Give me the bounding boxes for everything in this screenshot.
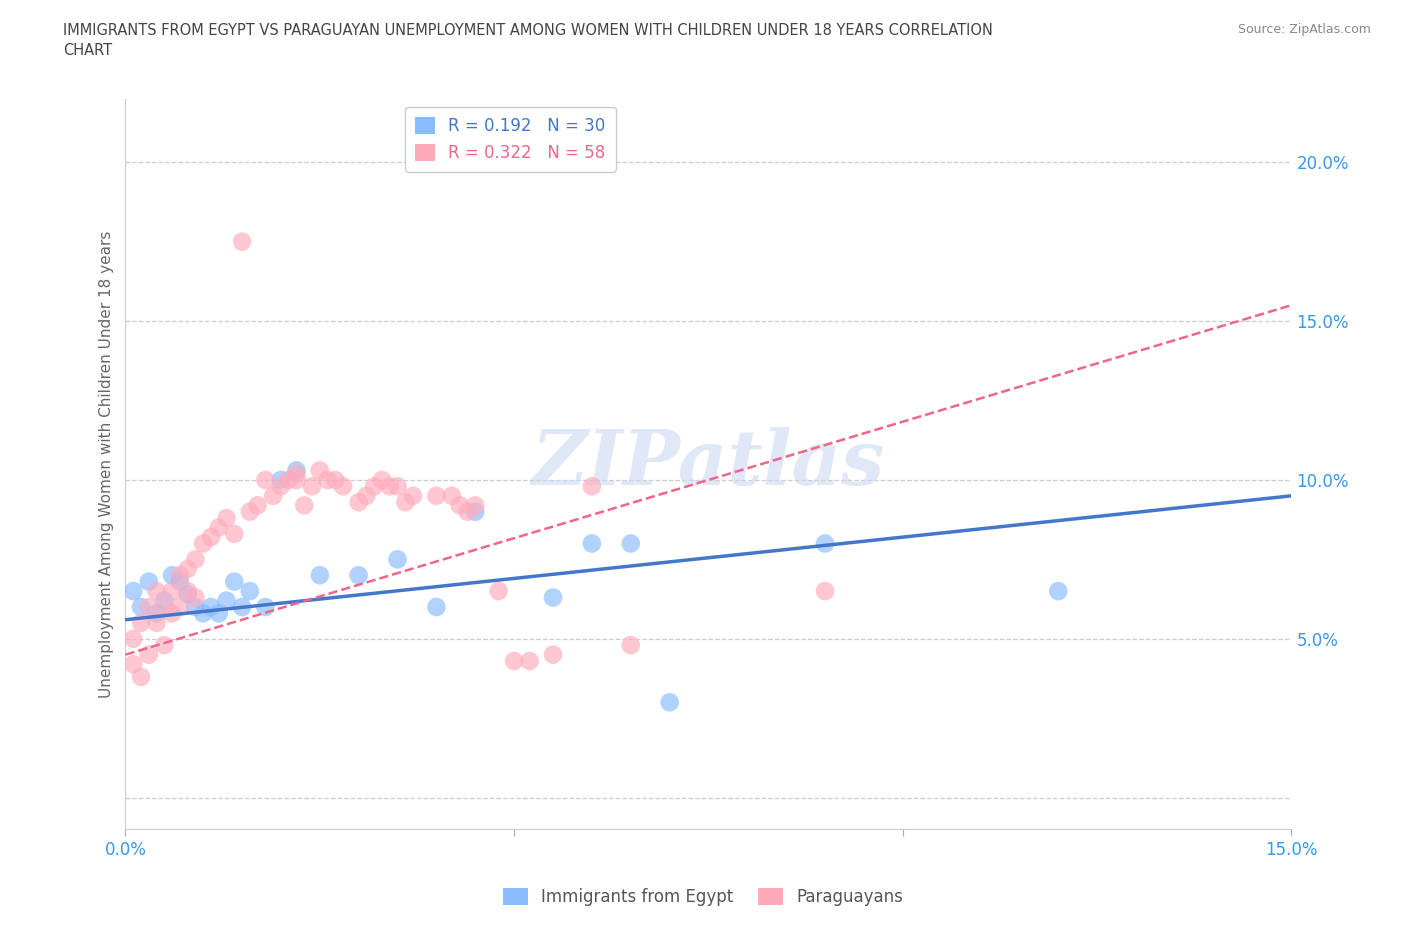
Point — [464, 498, 486, 512]
Point — [176, 587, 198, 602]
Point — [425, 600, 447, 615]
Point — [129, 670, 152, 684]
Legend: Immigrants from Egypt, Paraguayans: Immigrants from Egypt, Paraguayans — [496, 881, 910, 912]
Point — [129, 616, 152, 631]
Point — [402, 488, 425, 503]
Point — [145, 616, 167, 631]
Point — [239, 584, 262, 599]
Point — [122, 657, 145, 671]
Point — [153, 600, 176, 615]
Point — [193, 606, 215, 621]
Point — [254, 600, 277, 615]
Point — [292, 498, 315, 512]
Point — [193, 536, 215, 551]
Point — [176, 562, 198, 577]
Point — [208, 520, 231, 535]
Point — [153, 593, 176, 608]
Point — [231, 234, 253, 249]
Point — [153, 638, 176, 653]
Point — [308, 568, 330, 583]
Point — [347, 568, 370, 583]
Point — [394, 495, 416, 510]
Point — [138, 647, 160, 662]
Point — [160, 568, 183, 583]
Point — [129, 600, 152, 615]
Point — [387, 551, 409, 566]
Point — [541, 647, 564, 662]
Point — [239, 504, 262, 519]
Point — [224, 574, 246, 589]
Point — [246, 498, 269, 512]
Y-axis label: Unemployment Among Women with Children Under 18 years: Unemployment Among Women with Children U… — [100, 231, 114, 698]
Point — [503, 654, 526, 669]
Point — [184, 590, 207, 604]
Point — [208, 606, 231, 621]
Point — [325, 472, 347, 487]
Point — [285, 466, 308, 481]
Point — [169, 574, 191, 589]
Point — [285, 472, 308, 487]
Point — [270, 479, 292, 494]
Point — [356, 488, 378, 503]
Point — [425, 488, 447, 503]
Point — [519, 654, 541, 669]
Point — [620, 536, 643, 551]
Point — [620, 638, 643, 653]
Point — [464, 504, 486, 519]
Point — [814, 536, 837, 551]
Point — [1047, 584, 1070, 599]
Point — [488, 584, 510, 599]
Point — [347, 495, 370, 510]
Point — [308, 463, 330, 478]
Point — [371, 472, 394, 487]
Point — [200, 600, 222, 615]
Point — [316, 472, 339, 487]
Point — [254, 472, 277, 487]
Point — [363, 479, 385, 494]
Point — [658, 695, 681, 710]
Text: IMMIGRANTS FROM EGYPT VS PARAGUAYAN UNEMPLOYMENT AMONG WOMEN WITH CHILDREN UNDER: IMMIGRANTS FROM EGYPT VS PARAGUAYAN UNEM… — [63, 23, 993, 58]
Point — [332, 479, 354, 494]
Point — [160, 584, 183, 599]
Text: Source: ZipAtlas.com: Source: ZipAtlas.com — [1237, 23, 1371, 36]
Point — [262, 488, 284, 503]
Point — [814, 584, 837, 599]
Point — [215, 511, 238, 525]
Point — [456, 504, 478, 519]
Point — [184, 600, 207, 615]
Point — [270, 472, 292, 487]
Point — [387, 479, 409, 494]
Point — [176, 584, 198, 599]
Point — [138, 574, 160, 589]
Point — [122, 584, 145, 599]
Point — [138, 600, 160, 615]
Point — [440, 488, 463, 503]
Point — [169, 600, 191, 615]
Point — [581, 479, 603, 494]
Point — [277, 472, 299, 487]
Point — [224, 526, 246, 541]
Point — [169, 568, 191, 583]
Point — [231, 600, 253, 615]
Point — [145, 606, 167, 621]
Point — [145, 584, 167, 599]
Point — [301, 479, 323, 494]
Point — [215, 593, 238, 608]
Legend: R = 0.192   N = 30, R = 0.322   N = 58: R = 0.192 N = 30, R = 0.322 N = 58 — [405, 107, 616, 172]
Point — [160, 606, 183, 621]
Text: ZIPatlas: ZIPatlas — [531, 427, 884, 501]
Point — [541, 590, 564, 604]
Point — [122, 631, 145, 646]
Point — [581, 536, 603, 551]
Point — [184, 551, 207, 566]
Point — [378, 479, 401, 494]
Point — [449, 498, 471, 512]
Point — [285, 463, 308, 478]
Point — [200, 530, 222, 545]
